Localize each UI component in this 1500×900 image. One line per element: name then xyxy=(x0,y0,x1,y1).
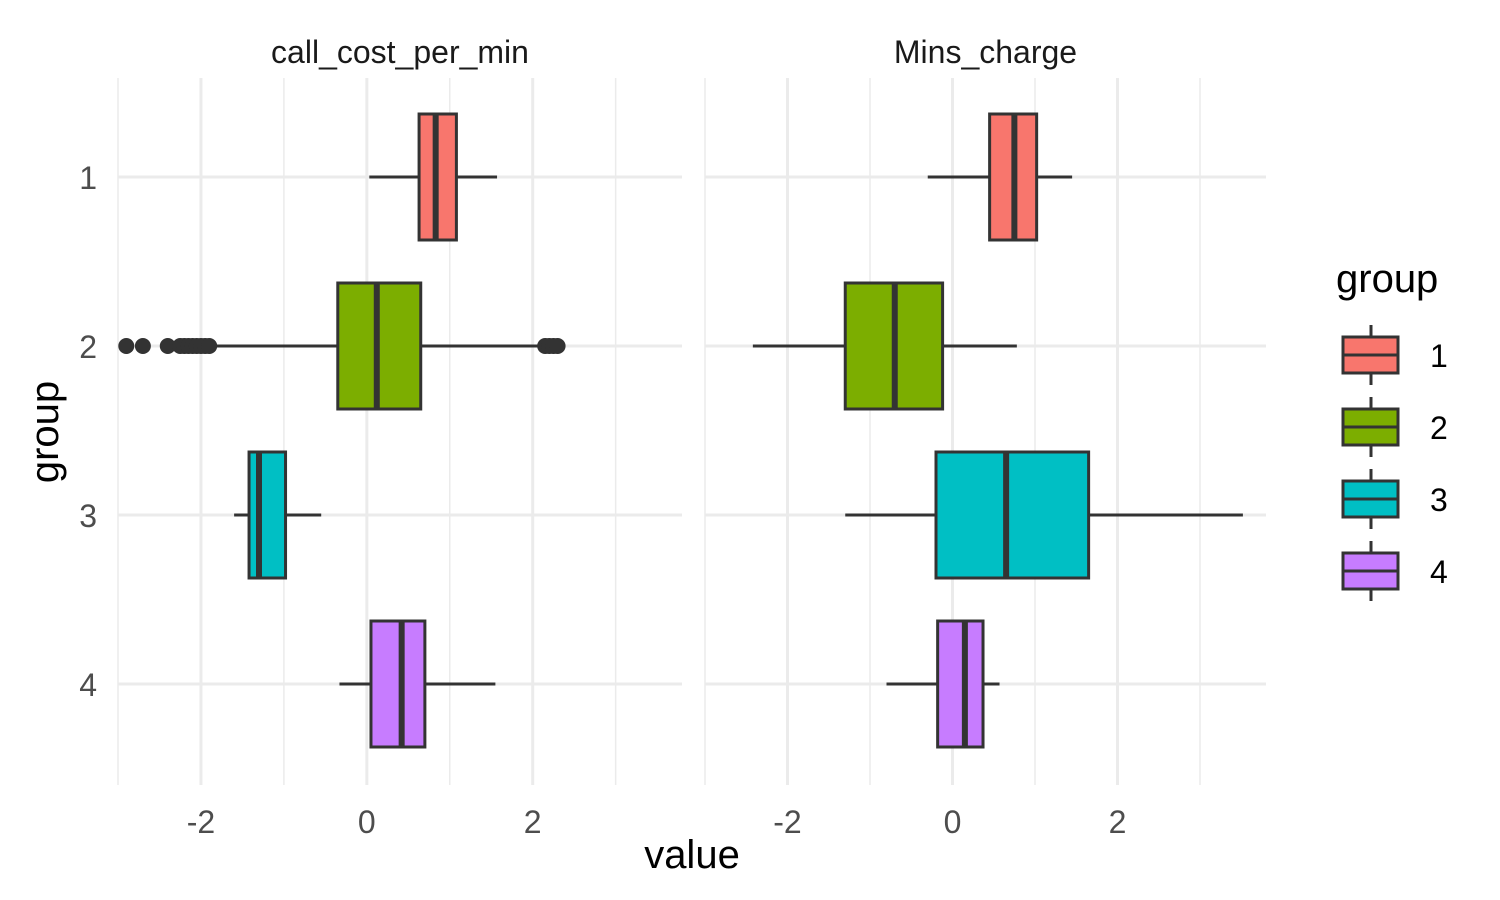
box-iqr xyxy=(369,619,427,749)
box-group-2 xyxy=(752,281,1017,411)
outlier-point xyxy=(134,338,151,354)
facet-title: Mins_charge xyxy=(894,34,1077,70)
facet-title: call_cost_per_min xyxy=(271,34,529,70)
legend-item-4: 4 xyxy=(1341,541,1448,601)
legend-label: 1 xyxy=(1430,338,1448,374)
box-iqr xyxy=(936,619,985,749)
outlier-point xyxy=(159,338,176,354)
grid-layer xyxy=(117,78,1266,785)
box-group-1 xyxy=(927,112,1073,242)
x-tick-label: -2 xyxy=(773,804,801,840)
x-tick-label: 2 xyxy=(524,804,542,840)
box-group-1 xyxy=(369,112,498,242)
y-tick-label: 3 xyxy=(79,498,97,534)
box-group-4 xyxy=(339,619,496,749)
outlier-point xyxy=(201,338,218,354)
x-axis-title: value xyxy=(644,833,740,877)
legend: group 1 2 3 4 xyxy=(1336,257,1448,601)
x-tick-label: 2 xyxy=(1109,804,1127,840)
box-group-4 xyxy=(886,619,1000,749)
data-layer xyxy=(118,112,1243,749)
y-tick-label: 4 xyxy=(79,667,97,703)
legend-label: 2 xyxy=(1430,410,1448,446)
x-tick-label: -2 xyxy=(187,804,215,840)
legend-item-2: 2 xyxy=(1341,397,1448,457)
x-tick-label: 0 xyxy=(358,804,376,840)
labels-layer: call_cost_per_min -2 0 2 Mins_charge -2 0 2 1 2 3 4… xyxy=(23,34,1126,877)
y-tick-label: 1 xyxy=(79,160,97,196)
legend-label: 4 xyxy=(1430,554,1448,590)
legend-item-3: 3 xyxy=(1341,469,1448,529)
legend-label: 3 xyxy=(1430,482,1448,518)
legend-item-1: 1 xyxy=(1341,325,1448,385)
y-axis-title: group xyxy=(23,381,67,483)
box-group-2 xyxy=(118,281,566,411)
box-iqr xyxy=(934,450,1091,580)
legend-title: group xyxy=(1336,257,1438,301)
outlier-point xyxy=(549,338,566,354)
x-tick-label: 0 xyxy=(944,804,962,840)
outlier-point xyxy=(118,338,135,354)
box-group-3 xyxy=(234,450,322,580)
y-tick-label: 2 xyxy=(79,329,97,365)
box-group-3 xyxy=(845,450,1243,580)
box-iqr xyxy=(247,450,288,580)
